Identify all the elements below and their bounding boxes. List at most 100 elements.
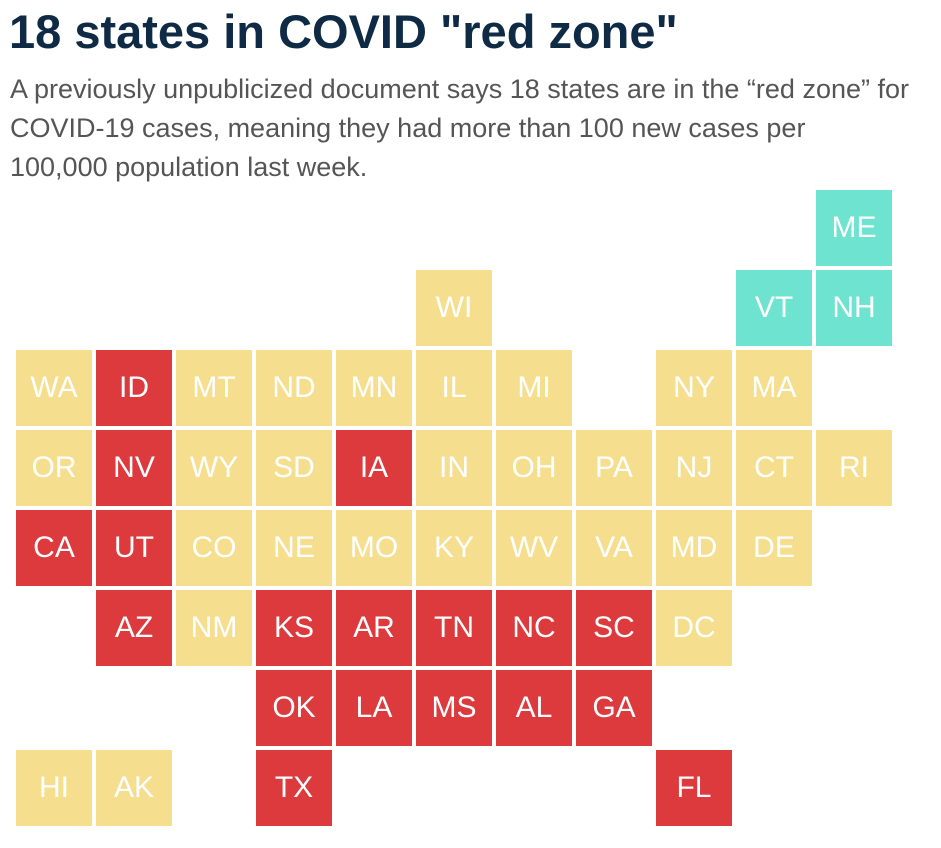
state-tile-va: VA (576, 510, 652, 586)
state-tile-nv: NV (96, 430, 172, 506)
state-label: AR (353, 611, 395, 644)
state-tile-ne: NE (256, 510, 332, 586)
state-tile-me: ME (816, 190, 892, 266)
state-tile-nd: ND (256, 350, 332, 426)
state-tile-ok: OK (256, 670, 332, 746)
state-tile-wi: WI (416, 270, 492, 346)
state-label: SD (273, 451, 315, 484)
state-label: NY (673, 371, 715, 404)
state-tile-mn: MN (336, 350, 412, 426)
state-label: OK (272, 691, 316, 724)
state-label: NH (832, 291, 876, 324)
state-label: OH (511, 451, 557, 484)
state-tile-pa: PA (576, 430, 652, 506)
state-label: MN (350, 371, 398, 404)
map-subtitle: A previously unpublicized document says … (10, 74, 909, 182)
state-tile-id: ID (96, 350, 172, 426)
state-label: NC (512, 611, 556, 644)
state-label: ND (272, 371, 316, 404)
state-label: ID (119, 371, 149, 404)
state-tile-fl: FL (656, 750, 732, 826)
state-label: MI (517, 371, 551, 404)
state-tile-wy: WY (176, 430, 252, 506)
state-tile-vt: VT (736, 270, 812, 346)
state-tile-ia: IA (336, 430, 412, 506)
state-label: IL (441, 371, 467, 404)
state-label: KS (273, 611, 315, 644)
state-label: MT (192, 371, 236, 404)
state-label: AK (113, 771, 155, 804)
state-tile-tn: TN (416, 590, 492, 666)
state-tile-nj: NJ (656, 430, 732, 506)
state-tile-ri: RI (816, 430, 892, 506)
state-tile-mt: MT (176, 350, 252, 426)
state-tile-co: CO (176, 510, 252, 586)
state-tile-hi: HI (16, 750, 92, 826)
state-tile-ut: UT (96, 510, 172, 586)
state-tile-ks: KS (256, 590, 332, 666)
state-label: ME (831, 211, 877, 244)
state-tile-de: DE (736, 510, 812, 586)
state-label: RI (839, 451, 869, 484)
state-tile-wv: WV (496, 510, 572, 586)
state-label: SC (593, 611, 635, 644)
state-tile-in: IN (416, 430, 492, 506)
state-tile-nm: NM (176, 590, 252, 666)
state-tile-grid: ME WI VT NH WA ID MT ND MN IL MI NY MA OR NV WY SD IA IN OH… (16, 190, 896, 830)
state-label: WV (509, 531, 559, 564)
state-label: MD (670, 531, 718, 564)
state-tile-nh: NH (816, 270, 892, 346)
state-label: WY (189, 451, 239, 484)
state-tile-tx: TX (256, 750, 332, 826)
state-tile-mo: MO (336, 510, 412, 586)
state-label: TN (434, 611, 474, 644)
state-label: WI (435, 291, 473, 324)
state-tile-wa: WA (16, 350, 92, 426)
state-tile-mi: MI (496, 350, 572, 426)
state-label: PA (595, 451, 633, 484)
state-tile-nc: NC (496, 590, 572, 666)
state-label: IN (439, 451, 469, 484)
map-title: 18 states in COVID "red zone" (9, 5, 678, 58)
state-label: HI (39, 771, 69, 804)
state-tile-ga: GA (576, 670, 652, 746)
state-label: DE (753, 531, 795, 564)
state-label: OR (31, 451, 77, 484)
state-tile-la: LA (336, 670, 412, 746)
state-tile-al: AL (496, 670, 572, 746)
state-label: GA (592, 691, 636, 724)
state-tile-ct: CT (736, 430, 812, 506)
state-label: CT (754, 451, 794, 484)
state-tile-az: AZ (96, 590, 172, 666)
state-label: NM (190, 611, 238, 644)
state-label: WA (30, 371, 78, 404)
state-label: MO (349, 531, 399, 564)
state-tile-ms: MS (416, 670, 492, 746)
state-tile-sd: SD (256, 430, 332, 506)
state-tile-sc: SC (576, 590, 652, 666)
state-label: AZ (114, 611, 154, 644)
state-label: NJ (675, 451, 713, 484)
state-tile-dc: DC (656, 590, 732, 666)
state-tile-oh: OH (496, 430, 572, 506)
state-tile-ny: NY (656, 350, 732, 426)
state-label: MS (431, 691, 477, 724)
state-tile-ky: KY (416, 510, 492, 586)
state-tile-ca: CA (16, 510, 92, 586)
state-label: LA (355, 691, 393, 724)
state-label: DC (672, 611, 716, 644)
state-tile-md: MD (656, 510, 732, 586)
state-tile-ak: AK (96, 750, 172, 826)
state-label: MA (751, 371, 797, 404)
state-label: NE (273, 531, 315, 564)
state-label: CO (191, 531, 237, 564)
state-label: KY (433, 531, 475, 564)
state-label: VT (754, 291, 794, 324)
state-label: CA (33, 531, 75, 564)
state-label: IA (359, 451, 389, 484)
state-tile-ar: AR (336, 590, 412, 666)
state-tile-il: IL (416, 350, 492, 426)
state-label: TX (274, 771, 314, 804)
state-label: AL (515, 691, 553, 724)
state-tile-ma: MA (736, 350, 812, 426)
